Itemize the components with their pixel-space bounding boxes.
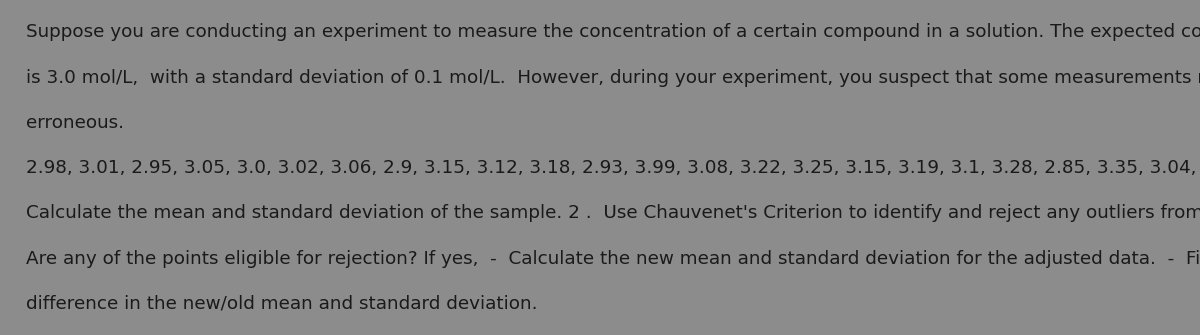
Text: erroneous.: erroneous.	[26, 114, 125, 132]
Text: difference in the new/old mean and standard deviation.: difference in the new/old mean and stand…	[26, 295, 538, 313]
Text: is 3.0 mol/L,  with a standard deviation of 0.1 mol/L.  However, during your exp: is 3.0 mol/L, with a standard deviation …	[26, 69, 1200, 87]
Text: 2.98, 3.01, 2.95, 3.05, 3.0, 3.02, 3.06, 2.9, 3.15, 3.12, 3.18, 2.93, 3.99, 3.08: 2.98, 3.01, 2.95, 3.05, 3.0, 3.02, 3.06,…	[26, 159, 1200, 177]
Text: Calculate the mean and standard deviation of the sample. 2 .  Use Chauvenet's Cr: Calculate the mean and standard deviatio…	[26, 204, 1200, 222]
Text: Suppose you are conducting an experiment to measure the concentration of a certa: Suppose you are conducting an experiment…	[26, 23, 1200, 42]
Text: Are any of the points eligible for rejection? If yes,  -  Calculate the new mean: Are any of the points eligible for rejec…	[26, 250, 1200, 268]
